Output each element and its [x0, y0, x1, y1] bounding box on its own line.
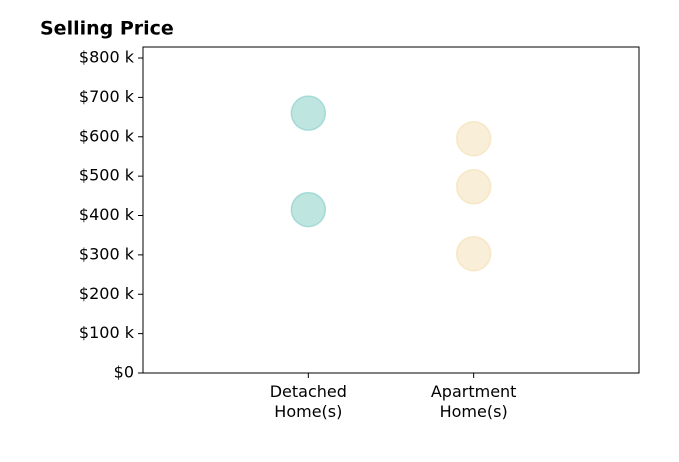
point [455, 169, 492, 205]
y-tick-label: $600 k [79, 126, 135, 145]
point [290, 191, 327, 228]
x-tick-label: Detached Home(s) [269, 382, 347, 421]
y-tick-label: $400 k [79, 205, 135, 224]
y-tick-label: $300 k [79, 244, 135, 263]
y-tick-label: $500 k [79, 166, 135, 185]
y-tick-label: $0 [114, 363, 134, 382]
point [290, 95, 327, 131]
plot-frame [142, 46, 640, 374]
point [455, 235, 492, 272]
y-tick-label: $200 k [79, 284, 135, 303]
y-tick-label: $700 k [79, 87, 135, 106]
y-tick-label: $800 k [79, 48, 135, 67]
chart-title: Selling Price [40, 18, 174, 40]
y-tick-label: $100 k [79, 323, 135, 342]
point [455, 120, 492, 157]
x-tick-label: Apartment Home(s) [430, 382, 517, 421]
